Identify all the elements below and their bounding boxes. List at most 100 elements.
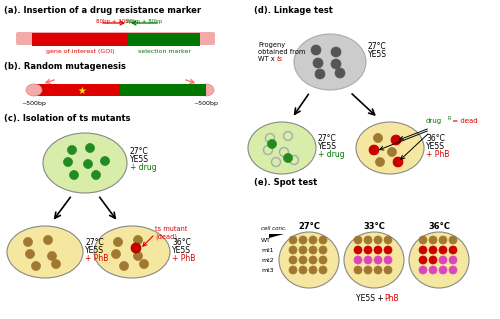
Text: ts mutant: ts mutant: [155, 226, 188, 232]
Circle shape: [335, 68, 345, 78]
Text: + drug: + drug: [318, 150, 344, 159]
Text: 36°C: 36°C: [172, 238, 191, 247]
Ellipse shape: [94, 226, 170, 278]
Circle shape: [309, 266, 317, 274]
Text: 36°C: 36°C: [426, 134, 445, 143]
Text: 27°C: 27°C: [85, 238, 104, 247]
Circle shape: [384, 236, 392, 244]
Text: YE5S: YE5S: [172, 246, 191, 255]
Circle shape: [429, 236, 437, 244]
Bar: [34, 84, 206, 96]
Circle shape: [392, 136, 400, 145]
Ellipse shape: [409, 232, 469, 288]
Circle shape: [354, 266, 362, 274]
Text: cell conc.: cell conc.: [261, 226, 287, 231]
Circle shape: [44, 235, 52, 244]
Text: YE5S: YE5S: [318, 142, 337, 151]
Circle shape: [131, 243, 141, 253]
Text: mt3: mt3: [261, 268, 274, 272]
Circle shape: [374, 246, 382, 254]
Text: (a). Insertion of a drug resistance marker: (a). Insertion of a drug resistance mark…: [4, 6, 201, 15]
Circle shape: [284, 153, 292, 162]
FancyBboxPatch shape: [16, 32, 215, 45]
Circle shape: [86, 144, 94, 152]
Text: 33°C: 33°C: [363, 222, 385, 231]
Circle shape: [364, 236, 372, 244]
Text: YE5S: YE5S: [85, 246, 104, 255]
Bar: [120, 84, 206, 96]
Circle shape: [354, 246, 362, 254]
Text: WT: WT: [261, 238, 271, 242]
Circle shape: [289, 256, 297, 264]
Circle shape: [364, 246, 372, 254]
Text: 36°C: 36°C: [428, 222, 450, 231]
Circle shape: [354, 256, 362, 264]
Text: drug: drug: [426, 118, 442, 124]
Circle shape: [429, 266, 437, 274]
Circle shape: [289, 236, 297, 244]
Text: PhB: PhB: [384, 294, 398, 303]
Circle shape: [120, 262, 128, 271]
Circle shape: [134, 235, 142, 244]
Text: 80bp + 20bp: 80bp + 20bp: [96, 19, 132, 24]
Circle shape: [419, 266, 427, 274]
Ellipse shape: [356, 122, 424, 174]
Circle shape: [374, 256, 382, 264]
Circle shape: [429, 256, 437, 264]
Ellipse shape: [198, 84, 214, 96]
Text: selection marker: selection marker: [138, 49, 190, 54]
Circle shape: [374, 266, 382, 274]
Circle shape: [319, 236, 327, 244]
Circle shape: [315, 69, 325, 79]
Circle shape: [299, 236, 307, 244]
Text: 27°C: 27°C: [368, 42, 387, 51]
Circle shape: [48, 251, 56, 261]
Circle shape: [52, 259, 60, 269]
Text: (b). Random mutagenesis: (b). Random mutagenesis: [4, 62, 126, 71]
Circle shape: [299, 246, 307, 254]
Polygon shape: [269, 234, 284, 238]
Text: WT x: WT x: [258, 56, 277, 62]
Text: YE5S: YE5S: [426, 142, 445, 151]
Bar: [128, 33, 200, 46]
Circle shape: [331, 59, 341, 69]
Circle shape: [24, 238, 32, 247]
Text: 27°C: 27°C: [298, 222, 320, 231]
Ellipse shape: [26, 84, 42, 96]
Text: (d). Linkage test: (d). Linkage test: [254, 6, 333, 15]
Circle shape: [374, 133, 382, 143]
Circle shape: [319, 246, 327, 254]
Text: + PhB: + PhB: [85, 254, 108, 263]
Text: ★: ★: [78, 86, 86, 96]
Bar: [32, 33, 128, 46]
Circle shape: [313, 58, 323, 68]
Circle shape: [364, 256, 372, 264]
Text: + PhB: + PhB: [172, 254, 196, 263]
Circle shape: [319, 256, 327, 264]
Circle shape: [394, 158, 402, 167]
Text: ts: ts: [277, 56, 283, 62]
Ellipse shape: [344, 232, 404, 288]
Circle shape: [309, 256, 317, 264]
Circle shape: [384, 256, 392, 264]
Text: (c). Isolation of ts mutants: (c). Isolation of ts mutants: [4, 114, 130, 123]
Circle shape: [449, 246, 457, 254]
Circle shape: [370, 145, 378, 154]
Text: (dead): (dead): [155, 233, 177, 240]
Circle shape: [319, 266, 327, 274]
Circle shape: [331, 47, 341, 57]
Text: 20bp + 80bp: 20bp + 80bp: [126, 19, 162, 24]
Circle shape: [309, 236, 317, 244]
Circle shape: [439, 266, 447, 274]
Text: mt2: mt2: [261, 257, 274, 263]
Circle shape: [439, 256, 447, 264]
Ellipse shape: [279, 232, 339, 288]
Circle shape: [84, 160, 92, 168]
Circle shape: [429, 246, 437, 254]
Text: ~500bp: ~500bp: [22, 101, 46, 106]
Circle shape: [384, 246, 392, 254]
Circle shape: [449, 236, 457, 244]
Circle shape: [68, 145, 76, 154]
Ellipse shape: [7, 226, 83, 278]
Circle shape: [419, 246, 427, 254]
